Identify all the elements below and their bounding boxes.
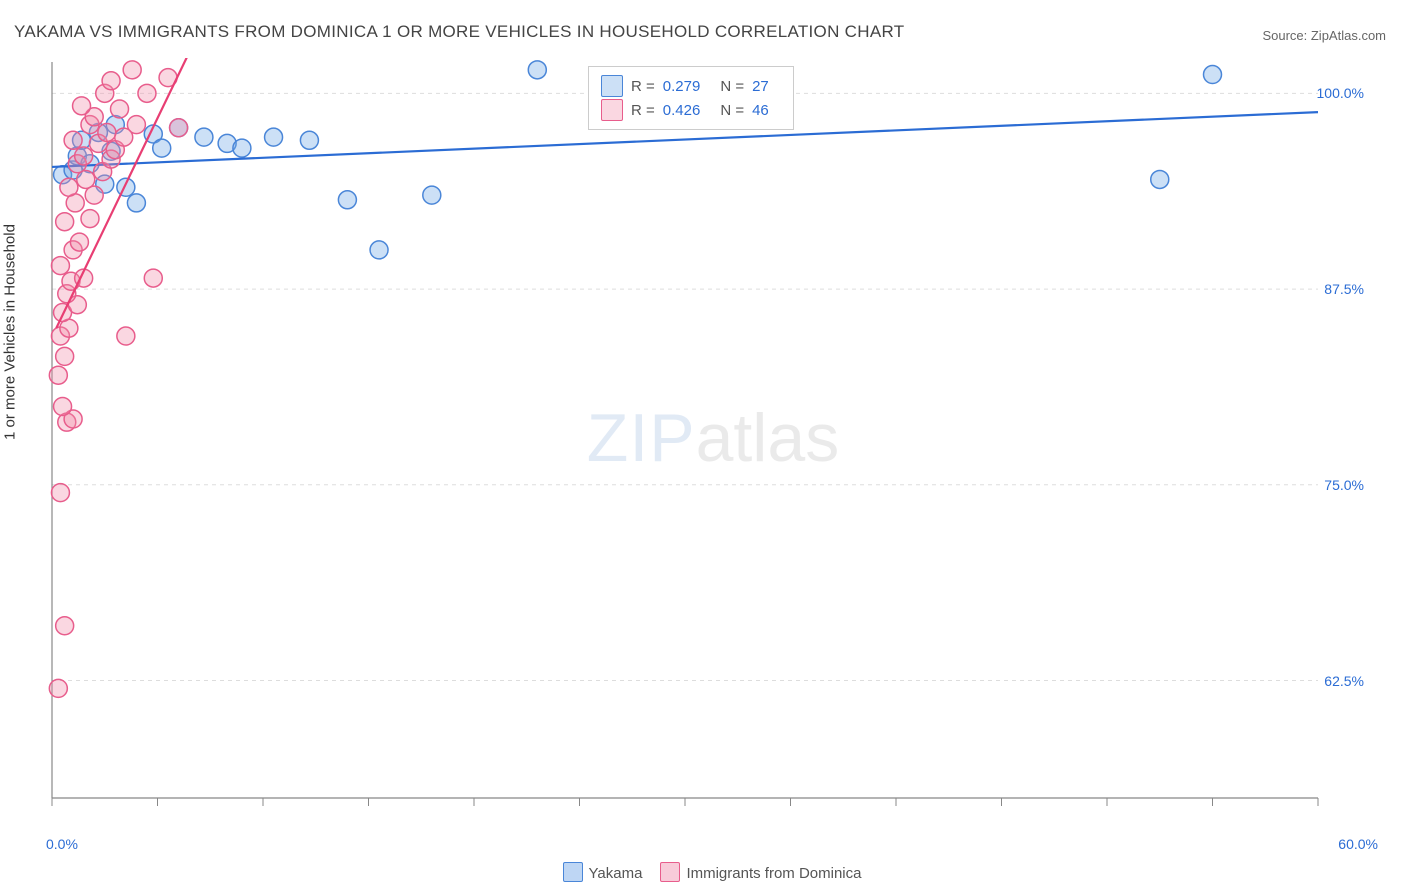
source-label: Source: ZipAtlas.com (1262, 28, 1386, 43)
y-tick-label: 62.5% (1324, 673, 1364, 689)
y-tick-label: 87.5% (1324, 281, 1364, 297)
footer-legend: Yakama Immigrants from Dominica (0, 862, 1406, 882)
legend-swatch (563, 862, 583, 882)
chart-title: YAKAMA VS IMMIGRANTS FROM DOMINICA 1 OR … (14, 22, 904, 42)
correlation-stat-box: R = 0.279N = 27R = 0.426N = 46 (588, 66, 794, 130)
stat-row: R = 0.279N = 27 (601, 75, 781, 97)
stat-row: R = 0.426N = 46 (601, 99, 781, 121)
legend-label: Yakama (589, 865, 643, 882)
legend-swatch (660, 862, 680, 882)
x-axis-min-label: 0.0% (46, 836, 78, 852)
y-axis-label: 1 or more Vehicles in Household (2, 224, 19, 440)
chart-area: ZIPatlas R = 0.279N = 27R = 0.426N = 46 … (48, 58, 1378, 818)
y-tick-label: 100.0% (1317, 85, 1364, 101)
y-tick-label: 75.0% (1324, 477, 1364, 493)
legend-label: Immigrants from Dominica (686, 865, 861, 882)
x-axis-max-label: 60.0% (1338, 836, 1378, 852)
scatter-plot-svg (48, 58, 1378, 818)
